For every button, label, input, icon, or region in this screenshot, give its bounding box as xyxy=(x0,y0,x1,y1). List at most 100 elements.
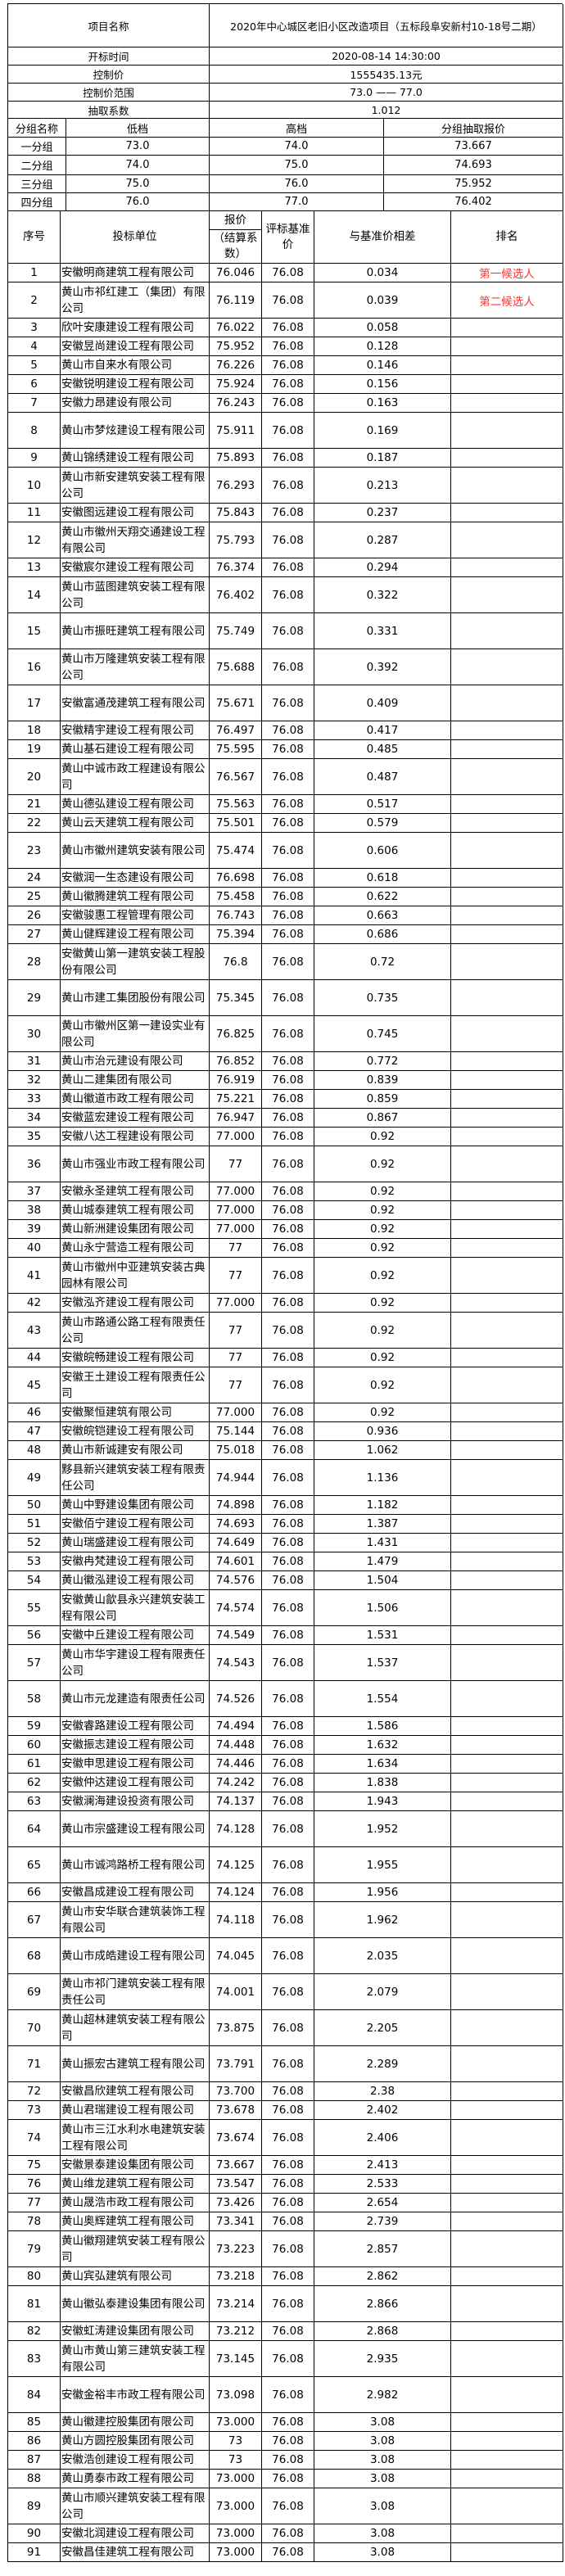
seq: 23 xyxy=(8,833,61,869)
rank xyxy=(451,2488,563,2524)
base-price: 76.08 xyxy=(262,394,314,413)
seq: 64 xyxy=(8,1811,61,1847)
diff: 1.431 xyxy=(314,1534,451,1552)
bidder-name: 安徽八达工程建设有限公司 xyxy=(61,1128,210,1146)
diff: 1.504 xyxy=(314,1571,451,1590)
coef-value: 1.012 xyxy=(210,102,563,119)
table-row: 41 黄山市徽州中亚建筑安装古典园林有限公司 77 76.08 0.92 xyxy=(7,1258,563,1294)
bidder-name: 黄山徽建控股集团有限公司 xyxy=(61,2413,210,2432)
diff: 0.156 xyxy=(314,375,451,394)
seq: 2 xyxy=(8,282,61,319)
price: 73.674 xyxy=(210,2120,262,2156)
rank xyxy=(451,2413,563,2432)
rank xyxy=(451,394,563,413)
seq: 60 xyxy=(8,1736,61,1755)
seq: 1 xyxy=(8,264,61,282)
seq: 40 xyxy=(8,1239,61,1258)
header-price-top: 报价 xyxy=(210,211,261,230)
bidder-name: 黄山市振旺建筑工程有限公司 xyxy=(61,613,210,649)
seq: 72 xyxy=(8,2082,61,2101)
price: 75.952 xyxy=(210,337,262,356)
table-row: 25 黄山徽腾建筑工程有限公司 75.458 76.08 0.622 xyxy=(7,888,563,906)
diff: 0.839 xyxy=(314,1071,451,1090)
seq: 24 xyxy=(8,869,61,888)
rank xyxy=(451,504,563,522)
diff: 1.531 xyxy=(314,1626,451,1645)
rank xyxy=(451,2231,563,2267)
coef-label: 抽取系数 xyxy=(8,102,210,119)
diff: 1.554 xyxy=(314,1681,451,1717)
price: 73.700 xyxy=(210,2082,262,2101)
base-price: 76.08 xyxy=(262,721,314,740)
seq: 36 xyxy=(8,1146,61,1182)
price: 73.000 xyxy=(210,2543,262,2562)
rank xyxy=(451,888,563,906)
rank xyxy=(451,1515,563,1534)
base-price: 76.08 xyxy=(262,2010,314,2046)
seq: 44 xyxy=(8,1349,61,1367)
coef-row: 抽取系数 1.012 xyxy=(7,102,563,119)
rank xyxy=(451,1571,563,1590)
table-row: 43 黄山市路通公路工程有限责任公司 77 76.08 0.92 xyxy=(7,1313,563,1349)
price: 75.345 xyxy=(210,980,262,1016)
rank xyxy=(451,2377,563,2413)
group-price: 73.667 xyxy=(384,138,563,156)
table-row: 57 黄山市华宇建设工程有限责任公司 74.543 76.08 1.537 xyxy=(7,1645,563,1681)
price: 73.214 xyxy=(210,2286,262,2322)
diff: 0.169 xyxy=(314,413,451,449)
base-price: 76.08 xyxy=(262,337,314,356)
base-price: 76.08 xyxy=(262,888,314,906)
table-row: 3 欣叶安康建设工程有限公司 76.022 76.08 0.058 xyxy=(7,319,563,337)
group-price: 74.693 xyxy=(384,156,563,175)
price: 77.000 xyxy=(210,1220,262,1239)
base-price: 76.08 xyxy=(262,1422,314,1441)
base-price: 76.08 xyxy=(262,1441,314,1460)
price: 77 xyxy=(210,1349,262,1367)
diff: 0.058 xyxy=(314,319,451,337)
price: 74.137 xyxy=(210,1792,262,1811)
rank xyxy=(451,2101,563,2120)
base-price: 76.08 xyxy=(262,1071,314,1090)
base-price: 76.08 xyxy=(262,649,314,685)
table-row: 60 安徽振志建设工程有限公司 74.448 76.08 1.632 xyxy=(7,1736,563,1755)
seq: 6 xyxy=(8,375,61,394)
diff: 3.08 xyxy=(314,2413,451,2432)
base-price: 76.08 xyxy=(262,2341,314,2377)
rank xyxy=(451,833,563,869)
table-row: 38 黄山城泰建筑工程有限公司 77.000 76.08 0.92 xyxy=(7,1201,563,1220)
table-row: 29 黄山市建工集团股份有限公司 75.345 76.08 0.735 xyxy=(7,980,563,1016)
table-row: 73 黄山君瑞建设工程有限公司 73.678 76.08 2.402 xyxy=(7,2101,563,2120)
rank xyxy=(451,1792,563,1811)
price: 76.567 xyxy=(210,759,262,795)
price: 74.446 xyxy=(210,1755,262,1774)
rank xyxy=(451,375,563,394)
base-price: 76.08 xyxy=(262,1239,314,1258)
price: 74.693 xyxy=(210,1515,262,1534)
seq: 17 xyxy=(8,685,61,721)
base-price: 76.08 xyxy=(262,2267,314,2286)
table-row: 4 安徽昱尚建设工程有限公司 75.952 76.08 0.128 xyxy=(7,337,563,356)
table-row: 80 黄山宾弘建筑有限公司 73.218 76.08 2.862 xyxy=(7,2267,563,2286)
base-price: 76.08 xyxy=(262,944,314,980)
seq: 3 xyxy=(8,319,61,337)
seq: 22 xyxy=(8,814,61,833)
bidder-name: 黄山市路通公路工程有限责任公司 xyxy=(61,1313,210,1349)
base-price: 76.08 xyxy=(262,2286,314,2322)
seq: 61 xyxy=(8,1755,61,1774)
group-high: 74.0 xyxy=(210,138,384,156)
table-row: 74 黄山市三江水利水电建筑安装工程有限公司 73.674 76.08 2.406 xyxy=(7,2120,563,2156)
bidder-name: 黄山市徽州建筑安装有限公司 xyxy=(61,833,210,869)
table-row: 78 黄山奥辉建筑工程有限公司 73.341 76.08 2.739 xyxy=(7,2212,563,2231)
price: 77.000 xyxy=(210,1201,262,1220)
base-price: 76.08 xyxy=(262,1367,314,1403)
diff: 0.618 xyxy=(314,869,451,888)
price: 73.000 xyxy=(210,2413,262,2432)
rank xyxy=(451,1313,563,1349)
table-row: 19 黄山基石建设工程有限公司 75.595 76.08 0.485 xyxy=(7,740,563,759)
price: 77.000 xyxy=(210,1403,262,1422)
base-price: 76.08 xyxy=(262,1902,314,1938)
price: 75.793 xyxy=(210,522,262,558)
group-name: 二分组 xyxy=(8,156,66,175)
rank xyxy=(451,649,563,685)
base-price: 76.08 xyxy=(262,1515,314,1534)
